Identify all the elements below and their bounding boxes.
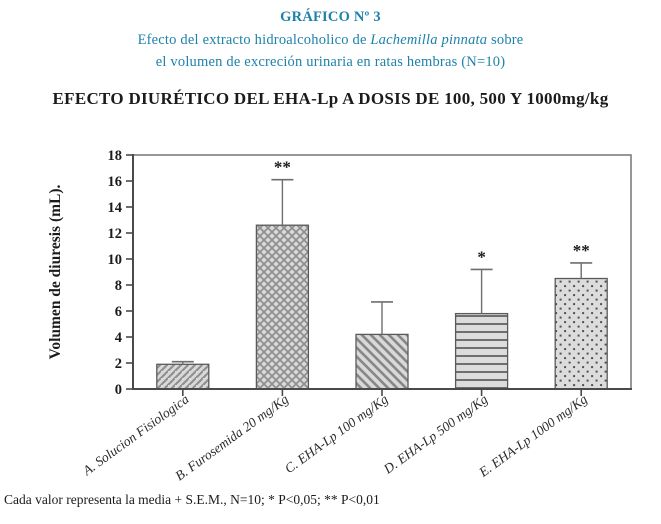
chart-title: EFECTO DIURÉTICO DEL EHA-Lp A DOSIS DE 1… — [0, 89, 661, 109]
x-category-label-4: D. EHA-Lp 500 mg/Kg — [380, 391, 491, 477]
y-tick-label-4: 4 — [115, 330, 122, 346]
bar-5 — [554, 277, 608, 390]
figure-number-text: GRÁFICO Nº 3 — [280, 9, 381, 25]
y-tick-label-14: 14 — [108, 200, 123, 216]
caption-line2-text: el volumen de excreción urinaria en rata… — [155, 54, 506, 70]
significance-marker-4: * — [477, 247, 486, 266]
species-name-text: Lachemilla pinnata — [370, 32, 488, 48]
significance-marker-5: ** — [573, 241, 590, 260]
footnote-text: Cada valor representa la media + S.E.M.,… — [4, 492, 380, 507]
caption-pre-text: Efecto del extracto hidroalcoholico de — [137, 32, 371, 48]
bar-4 — [454, 312, 509, 390]
chart-plot-area: A. Solucion Fisiologica ** B. Furosemida 2… — [47, 148, 632, 483]
figure-caption-line1: Efecto del extracto hidroalcoholico de L… — [0, 32, 661, 49]
x-category-label-1: A. Solucion Fisiologica — [79, 391, 192, 479]
y-tick-label-6: 6 — [115, 304, 122, 320]
y-tick-label-2: 2 — [115, 356, 122, 372]
significance-marker-2: ** — [274, 158, 291, 177]
figure-number-heading: GRÁFICO Nº 3 — [0, 9, 661, 26]
bar-1 — [156, 363, 210, 390]
y-tick-label-8: 8 — [115, 278, 122, 294]
x-category-label-5: E. EHA-Lp 1000 mg/Kg — [475, 391, 590, 480]
chart-title-text: EFECTO DIURÉTICO DEL EHA-Lp A DOSIS DE 1… — [52, 89, 609, 108]
bar-2 — [255, 224, 310, 390]
x-category-label-2: B. Furosemida 20 mg/Kg — [172, 391, 291, 483]
y-tick-label-0: 0 — [115, 382, 122, 398]
x-category-label-3: C. EHA-Lp 100 mg/Kg — [282, 391, 391, 476]
bar-3 — [355, 333, 409, 390]
footnote: Cada valor representa la media + S.E.M.,… — [4, 492, 380, 508]
y-tick-label-18: 18 — [108, 148, 123, 164]
y-tick-label-10: 10 — [108, 252, 123, 268]
caption-post-text: sobre — [487, 32, 524, 48]
y-axis-title: Volumen de diuresis (mL). — [47, 184, 64, 359]
figure-caption-line2: el volumen de excreción urinaria en rata… — [0, 54, 661, 71]
y-tick-label-16: 16 — [108, 174, 123, 190]
y-tick-label-12: 12 — [108, 226, 123, 242]
